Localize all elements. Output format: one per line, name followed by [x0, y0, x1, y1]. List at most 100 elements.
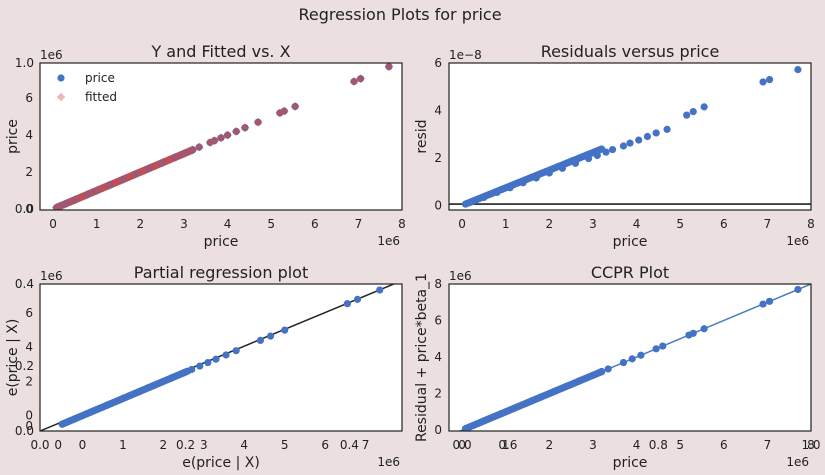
data-point [589, 371, 597, 379]
overlay-y-tick-label: 0.4 [15, 277, 34, 291]
y-tick-label: 0 [25, 409, 33, 423]
y-tick-label: 4 [434, 350, 442, 364]
data-point [510, 404, 519, 412]
overlay-x-tick-label: 0.2 [176, 438, 195, 452]
overlay-y-tick-label: 1.0 [15, 56, 34, 70]
data-point [179, 149, 189, 158]
y-tick-label: 2 [434, 387, 442, 401]
data-point [794, 285, 802, 294]
data-point [635, 136, 643, 144]
data-point [144, 164, 154, 173]
data-point [497, 410, 505, 418]
legend-marker [57, 74, 65, 82]
data-point [253, 117, 263, 127]
x-tick-label: 5 [676, 438, 684, 452]
x-tick-label: 0 [79, 438, 87, 452]
data-point [759, 300, 767, 308]
y-tick-label: 6 [434, 314, 442, 328]
x-tick-label: 7 [764, 438, 772, 452]
x-tick-label: 4 [224, 217, 232, 231]
x-tick-label: 2 [545, 438, 553, 452]
data-point [652, 345, 660, 353]
data-point [563, 382, 571, 390]
data-point [467, 198, 475, 206]
x-tick-label: 5 [676, 217, 684, 231]
data-point [170, 153, 180, 162]
data-point [545, 169, 553, 177]
data-point [461, 425, 470, 431]
data-point [626, 139, 634, 147]
x-tick-label: 8 [398, 217, 406, 231]
legend-label: price [85, 71, 115, 85]
data-point [343, 300, 351, 308]
axes-frame [448, 283, 812, 432]
data-point [279, 106, 289, 116]
data-point [196, 362, 204, 370]
data-point [86, 408, 95, 416]
data-point [493, 188, 501, 197]
x-tick-label: 4 [633, 217, 641, 231]
data-point [376, 286, 384, 294]
panel-yfit: 0 1 2 3 4 5 6 7 8 0 2 4 6 0.0 1.0 1e6 1e6 Y and Fitted vs… [5, 42, 406, 250]
y-offset-text: 1e−8 [449, 48, 482, 62]
data-point [157, 158, 167, 168]
data-point [131, 169, 141, 179]
data-point [480, 193, 488, 202]
data-point [384, 63, 394, 71]
x-offset-text: 1e6 [786, 455, 809, 469]
y-tick-label: 0 [25, 202, 33, 216]
y-offset-text: 1e6 [449, 269, 472, 283]
data-point [608, 145, 617, 154]
y-axis-label: resid [414, 119, 430, 153]
y-tick-label: 2 [434, 151, 442, 165]
legend-label: fitted [85, 90, 117, 104]
data-point [194, 142, 204, 152]
x-tick-label: 3 [589, 217, 597, 231]
series-obs [58, 286, 384, 428]
data-point [61, 199, 71, 208]
y-axis-label: price [5, 119, 21, 154]
data-point [353, 295, 362, 303]
data-point [356, 74, 365, 84]
chart-title: Residuals versus price [541, 42, 720, 61]
x-tick-label: 6 [321, 438, 329, 452]
data-point [135, 388, 143, 396]
x-tick-label: 2 [545, 217, 553, 231]
y-tick-label: 4 [434, 103, 442, 117]
panel-resid: 0 1 2 3 4 5 6 7 8 0 2 4 6 1e6 1e−8 Residuals versus pri… [414, 42, 815, 250]
overlay-y-tick-label: 0.0 [15, 202, 34, 216]
x-tick-label: 8 [807, 438, 815, 452]
data-point [471, 421, 479, 429]
x-tick-label: 8 [807, 217, 815, 231]
x-tick-label: 7 [355, 217, 363, 231]
data-point [179, 369, 188, 377]
data-point [92, 186, 101, 195]
data-point [536, 393, 545, 401]
data-point [519, 179, 527, 187]
data-point [167, 374, 176, 382]
data-point [232, 347, 240, 355]
data-point [643, 132, 652, 141]
data-point [637, 351, 645, 359]
data-point [759, 78, 767, 86]
data-point [652, 129, 660, 137]
data-point [118, 175, 128, 184]
data-point [794, 66, 802, 74]
data-point [689, 329, 697, 337]
x-tick-label: 1 [119, 438, 127, 452]
overlay-x-tick-label: 0.4 [340, 438, 359, 452]
data-point [550, 388, 558, 396]
x-axis-label: price [204, 234, 239, 250]
plot-area [40, 284, 396, 431]
plot-area [457, 284, 811, 431]
data-point [532, 174, 540, 182]
x-tick-label: 3 [180, 217, 188, 231]
data-point [663, 125, 671, 133]
x-tick-label: 5 [281, 438, 289, 452]
y-offset-text: 1e6 [40, 269, 63, 283]
y-tick-label: 6 [25, 91, 33, 105]
data-point [58, 420, 66, 428]
x-tick-label: 1 [502, 438, 510, 452]
